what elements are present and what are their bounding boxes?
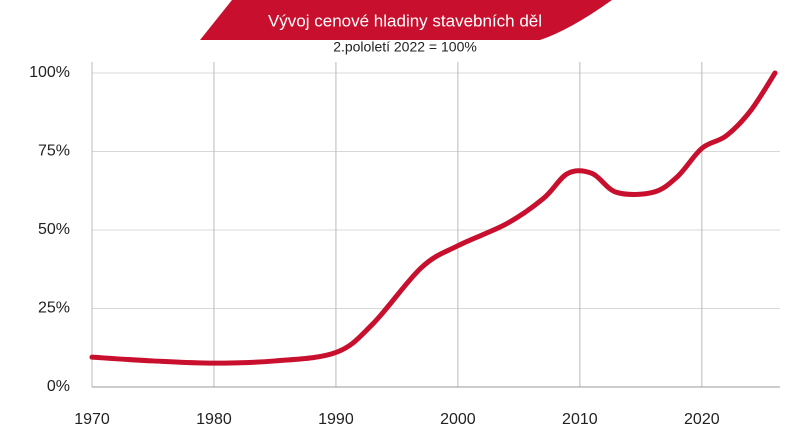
- y-tick-label: 50%: [38, 221, 70, 238]
- x-tick-label: 1980: [196, 411, 232, 428]
- y-tick-label: 25%: [38, 300, 70, 317]
- x-tick-label: 1970: [74, 411, 110, 428]
- x-tick-label: 2020: [684, 411, 720, 428]
- y-tick-label: 0%: [47, 378, 70, 395]
- series-line: [89, 70, 778, 366]
- x-tick-label: 1990: [318, 411, 354, 428]
- x-tick-label: 2000: [440, 411, 476, 428]
- chart-subtitle: 2.pololetí 2022 = 100%: [333, 39, 477, 55]
- y-tick-label: 75%: [38, 143, 70, 160]
- chart-title: Vývoj cenové hladiny stavebních děl: [268, 11, 542, 30]
- y-tick-label: 100%: [29, 64, 70, 81]
- title-banner: [200, 0, 612, 40]
- x-tick-label: 2010: [562, 411, 598, 428]
